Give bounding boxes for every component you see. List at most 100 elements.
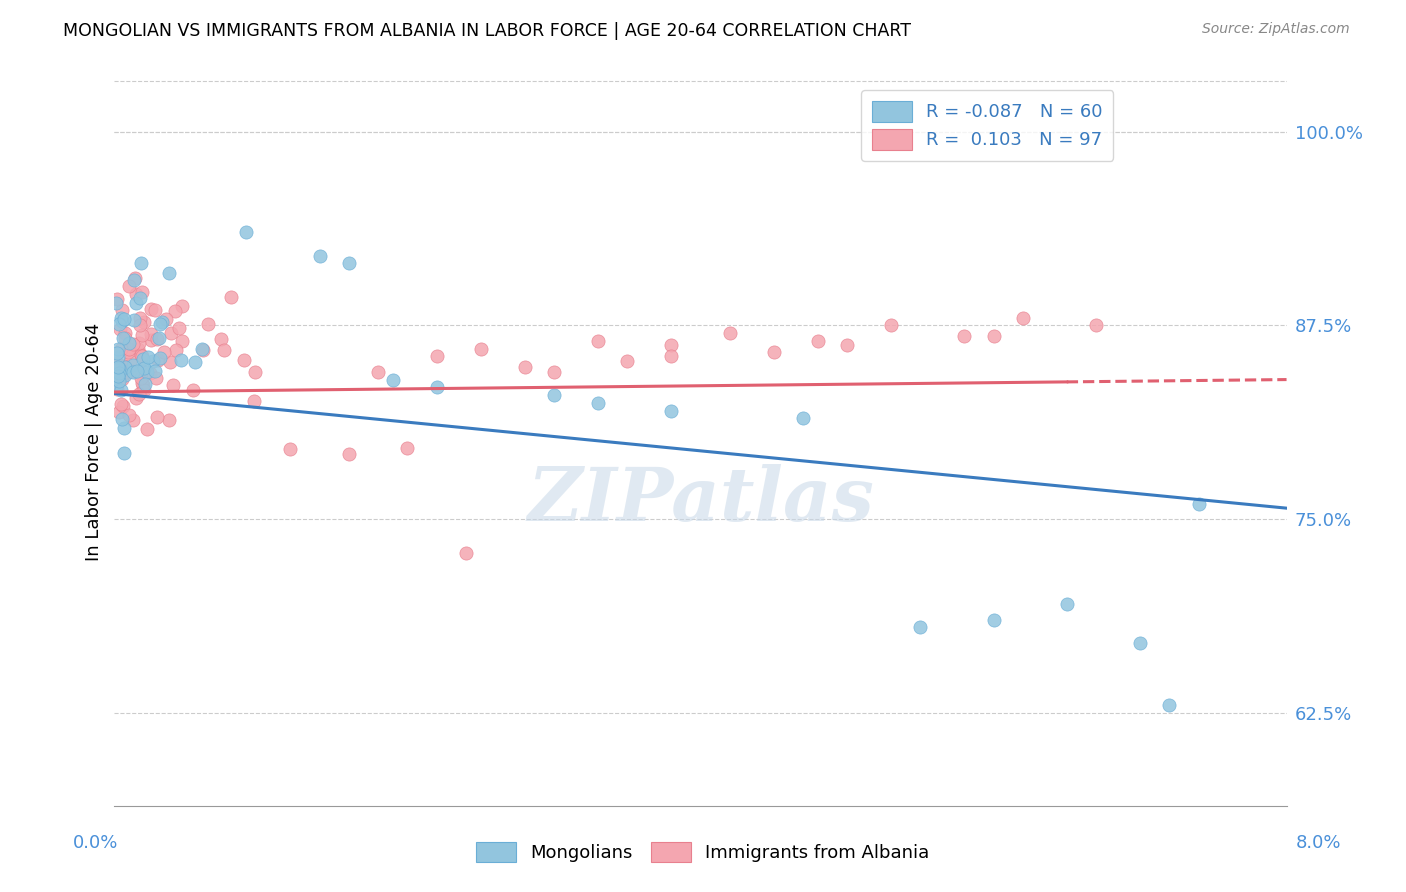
- Point: [111, 412, 134, 426]
- Point: [910, 620, 932, 634]
- Point: [114, 331, 136, 345]
- Point: [543, 365, 565, 379]
- Point: [134, 377, 156, 392]
- Point: [127, 342, 149, 356]
- Point: [105, 295, 128, 310]
- Point: [149, 351, 172, 365]
- Point: [212, 343, 235, 357]
- Point: [243, 394, 266, 409]
- Point: [131, 349, 153, 363]
- Point: [118, 278, 141, 293]
- Point: [148, 352, 170, 367]
- Point: [136, 351, 159, 365]
- Point: [128, 387, 150, 401]
- Point: [114, 359, 136, 374]
- Point: [983, 613, 1005, 627]
- Point: [118, 354, 141, 368]
- Point: [110, 342, 132, 356]
- Point: [153, 344, 176, 359]
- Point: [148, 331, 170, 345]
- Text: 0.0%: 0.0%: [73, 834, 118, 852]
- Point: [953, 329, 976, 343]
- Point: [132, 377, 155, 392]
- Point: [117, 408, 139, 422]
- Point: [111, 314, 134, 328]
- Point: [146, 410, 169, 425]
- Point: [108, 361, 131, 376]
- Point: [134, 383, 156, 397]
- Point: [586, 334, 609, 348]
- Point: [454, 546, 477, 560]
- Point: [792, 411, 814, 425]
- Point: [139, 301, 162, 316]
- Point: [159, 355, 181, 369]
- Point: [659, 349, 682, 363]
- Point: [111, 331, 134, 345]
- Point: [184, 355, 207, 369]
- Point: [1085, 318, 1108, 333]
- Point: [114, 368, 136, 382]
- Point: [121, 363, 143, 377]
- Point: [131, 382, 153, 396]
- Point: [105, 345, 128, 359]
- Point: [880, 318, 903, 333]
- Point: [122, 273, 145, 287]
- Point: [129, 310, 152, 325]
- Point: [122, 358, 145, 372]
- Point: [807, 334, 830, 348]
- Point: [219, 290, 242, 304]
- Point: [141, 333, 163, 347]
- Text: MONGOLIAN VS IMMIGRANTS FROM ALBANIA IN LABOR FORCE | AGE 20-64 CORRELATION CHAR: MONGOLIAN VS IMMIGRANTS FROM ALBANIA IN …: [63, 22, 911, 40]
- Point: [117, 344, 139, 359]
- Point: [1129, 636, 1152, 650]
- Point: [149, 318, 172, 332]
- Point: [125, 286, 148, 301]
- Point: [983, 329, 1005, 343]
- Point: [111, 400, 134, 414]
- Point: [381, 373, 404, 387]
- Point: [129, 291, 152, 305]
- Point: [243, 365, 266, 379]
- Point: [108, 363, 131, 377]
- Point: [108, 366, 131, 380]
- Point: [197, 317, 219, 331]
- Point: [426, 349, 449, 363]
- Point: [127, 364, 149, 378]
- Point: [396, 441, 419, 455]
- Point: [157, 266, 180, 280]
- Point: [110, 397, 132, 411]
- Point: [157, 412, 180, 426]
- Legend: R = -0.087   N = 60, R =  0.103   N = 97: R = -0.087 N = 60, R = 0.103 N = 97: [860, 90, 1114, 161]
- Point: [367, 365, 389, 379]
- Point: [105, 356, 128, 370]
- Point: [110, 383, 132, 397]
- Point: [105, 292, 128, 306]
- Point: [104, 380, 127, 394]
- Point: [136, 422, 159, 436]
- Point: [235, 226, 257, 240]
- Point: [131, 376, 153, 390]
- Point: [105, 357, 128, 371]
- Point: [112, 446, 135, 460]
- Point: [543, 388, 565, 402]
- Point: [132, 351, 155, 366]
- Point: [513, 360, 536, 375]
- Point: [107, 359, 129, 374]
- Point: [105, 368, 128, 383]
- Point: [107, 382, 129, 396]
- Point: [308, 249, 330, 263]
- Point: [107, 317, 129, 331]
- Point: [1011, 310, 1033, 325]
- Point: [138, 367, 160, 381]
- Point: [165, 343, 187, 358]
- Point: [122, 413, 145, 427]
- Text: 8.0%: 8.0%: [1296, 834, 1341, 852]
- Point: [145, 371, 167, 385]
- Point: [170, 353, 193, 368]
- Point: [181, 383, 204, 397]
- Point: [125, 391, 148, 405]
- Point: [131, 285, 153, 300]
- Point: [136, 366, 159, 380]
- Point: [125, 296, 148, 310]
- Legend: Mongolians, Immigrants from Albania: Mongolians, Immigrants from Albania: [470, 834, 936, 870]
